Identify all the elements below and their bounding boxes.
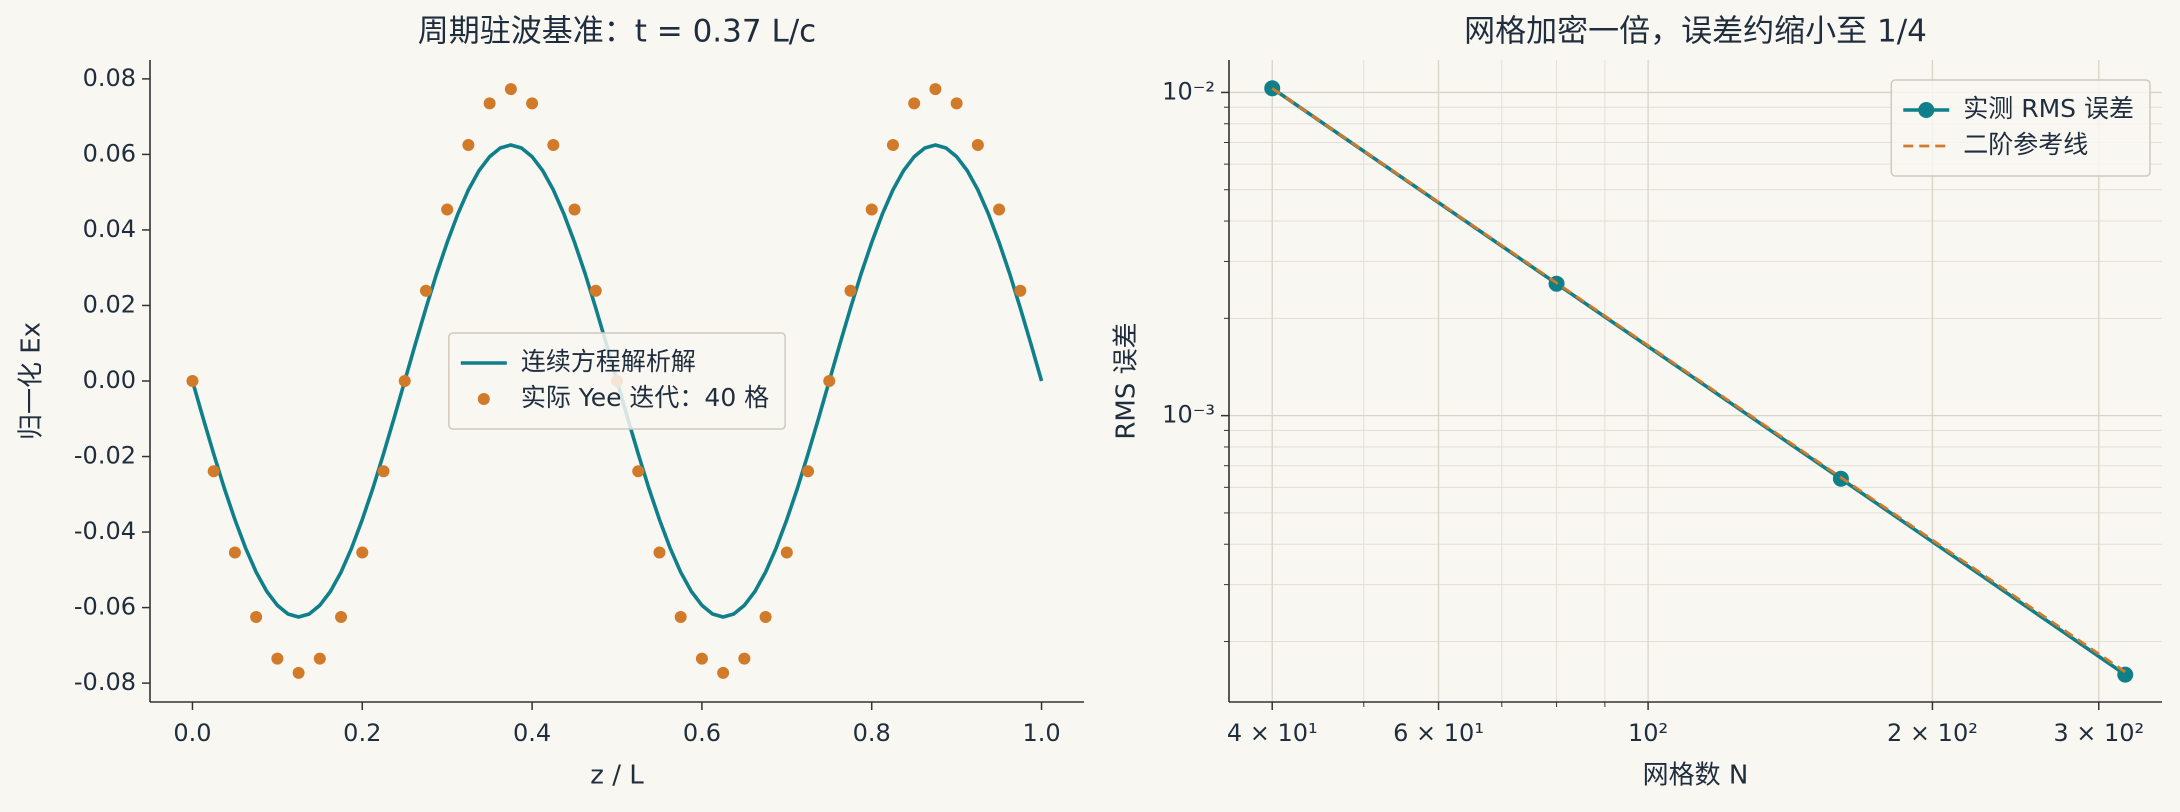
data-point [441,203,454,216]
legend-item: 实际 Yee 迭代：40 格 [477,383,769,412]
x-tick-label: 0.4 [513,719,551,747]
data-point [292,666,305,679]
x-tick-label: 2 × 10² [1887,719,1978,747]
data-point [993,203,1006,216]
x-tick-label: 0.2 [343,719,381,747]
data-point [908,97,921,110]
series-line [1271,87,2127,674]
legend-item: 实测 RMS 误差 [1903,94,2134,123]
legend-label: 连续方程解析解 [521,347,696,376]
x-tick-label: 0.8 [853,719,891,747]
y-tick-label: -0.06 [74,593,136,621]
legend-box [448,332,786,430]
chart-title: 网格加密一倍，误差约缩小至 1/4 [1464,14,1927,50]
data-point [865,203,878,216]
data-point [547,138,560,151]
x-tick-label: 1.0 [1022,719,1060,747]
x-tick-label: 6 × 10¹ [1393,719,1484,747]
legend-box [1890,79,2151,177]
y-tick-label: 0.06 [83,139,136,167]
data-point [717,666,730,679]
data-point [1014,284,1027,297]
legend-item: 二阶参考线 [1903,130,2088,159]
data-point [929,83,942,96]
data-point [695,652,708,665]
chart-title: 周期驻波基准：t = 0.37 L/c [418,14,816,50]
subplot: 0.0 0.2 0.4 0.6 0.8 1.0 -0.08 -0.06 -0.04 -0.02 0.… [17,14,1084,791]
data-point [674,611,687,624]
y-tick-label: 0.02 [83,290,136,318]
data-point [483,97,496,110]
data-point [568,203,581,216]
legend-item: 连续方程解析解 [460,347,696,376]
data-point [950,97,963,110]
data-point [228,546,241,559]
x-tick-label: 0.0 [173,719,211,747]
y-tick-label: 0.04 [83,215,136,243]
y-tick-label: 10⁻³ [1162,401,1215,429]
legend-handle [477,393,490,405]
data-point [398,375,411,387]
data-point [356,546,369,559]
data-point [526,97,539,110]
legend-label: 二阶参考线 [1963,130,2088,159]
data-point [780,546,793,559]
data-point [335,611,348,624]
data-point [886,138,899,151]
data-point [313,652,326,665]
x-tick-label: 3 × 10² [2053,719,2144,747]
data-point [738,652,751,665]
data-point [250,611,263,624]
data-point [271,652,284,665]
x-axis-label: 网格数 N [1643,761,1749,791]
data-point [971,138,984,151]
x-tick-label: 10² [1628,719,1668,747]
data-point [759,611,772,624]
data-point [844,284,857,297]
x-axis-label: z / L [590,761,644,791]
y-axis-label: RMS 误差 [1112,322,1142,439]
data-point [504,83,517,96]
subplot: 4 × 10¹ 6 × 10¹ 10² 2 × 10² 3 × 10² 10⁻³ 10⁻² 网… [1112,14,2162,791]
legend-label: 实测 RMS 误差 [1963,94,2134,123]
data-point [186,375,199,387]
data-point [653,546,666,559]
y-tick-label: -0.04 [74,517,136,545]
y-tick-label: 0.08 [83,64,136,92]
x-tick-label: 4 × 10¹ [1227,719,1318,747]
legend-handle [1918,102,1935,118]
y-tick-label: 0.00 [83,366,136,394]
x-tick-label: 0.6 [683,719,721,747]
data-point [823,375,836,387]
data-point [589,284,602,297]
y-axis-label: 归一化 Ex [17,322,47,440]
data-point [419,284,432,297]
data-point [207,465,220,478]
y-tick-label: -0.02 [74,442,136,470]
y-tick-label: -0.08 [74,668,136,696]
y-tick-label: 10⁻² [1162,77,1215,105]
data-point [632,465,645,478]
data-point [802,465,815,478]
legend-label: 实际 Yee 迭代：40 格 [521,383,769,412]
data-point [462,138,475,151]
data-point [377,465,390,478]
